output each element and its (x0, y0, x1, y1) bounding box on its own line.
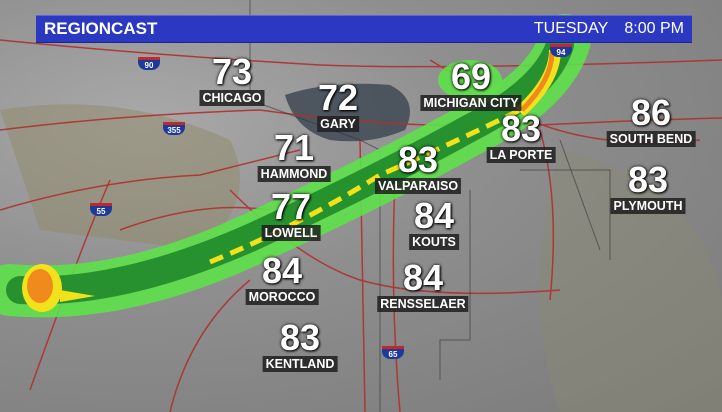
city-name: SOUTH BEND (606, 131, 696, 147)
city-name: GARY (317, 116, 359, 132)
city-kentland: 83 KENTLAND (262, 317, 338, 373)
city-south-bend: 86 SOUTH BEND (606, 92, 696, 148)
city-name: HAMMOND (257, 166, 331, 182)
header-day: TUESDAY (533, 20, 608, 37)
city-name: RENSSELAER (377, 296, 469, 312)
city-gary: 72 GARY (317, 77, 359, 133)
terrain-patch (540, 150, 722, 412)
city-kouts: 84 KOUTS (409, 195, 459, 251)
temperature: 83 (279, 317, 321, 358)
city-michigan-city: 69 MICHIGAN CITY (420, 56, 522, 112)
city-name: MOROCCO (245, 289, 319, 305)
temperature: 83 (500, 108, 542, 149)
temperature: 69 (450, 56, 492, 97)
city-name: LOWELL (261, 225, 321, 241)
temperature: 86 (630, 92, 672, 133)
temperature: 72 (317, 77, 359, 118)
city-name: KOUTS (409, 234, 459, 250)
city-morocco: 84 MOROCCO (245, 250, 319, 306)
temperature: 83 (627, 159, 669, 200)
temperature: 73 (211, 51, 253, 92)
temperature: 83 (397, 139, 439, 180)
header-datetime: TUESDAY 8:00 PM (522, 20, 684, 38)
lake-michigan (285, 83, 410, 142)
city-name: MICHIGAN CITY (420, 95, 522, 111)
temperature: 71 (273, 127, 315, 168)
city-la-porte: 83 LA PORTE (486, 108, 556, 164)
highway-shield-55: 55 (90, 203, 112, 216)
city-name: KENTLAND (262, 356, 338, 372)
city-name: LA PORTE (486, 147, 556, 163)
city-name: VALPARAISO (374, 178, 462, 194)
highway-shield-355: 355 (163, 122, 185, 135)
city-name: CHICAGO (199, 90, 265, 106)
city-name: PLYMOUTH (610, 198, 686, 214)
county-lines (249, 0, 611, 412)
temperature: 77 (270, 186, 312, 227)
city-lowell: 77 LOWELL (261, 186, 321, 242)
city-hammond: 71 HAMMOND (257, 127, 331, 183)
highway-shield-94: 94 (550, 44, 572, 57)
header-title: REGIONCAST (44, 19, 158, 38)
header-time: 8:00 PM (624, 20, 684, 37)
city-valparaiso: 83 VALPARAISO (374, 139, 462, 195)
temperature: 84 (413, 195, 455, 236)
city-chicago: 73 CHICAGO (199, 51, 265, 107)
temperature: 84 (402, 257, 444, 298)
highway-shield-90: 90 (138, 57, 160, 70)
city-plymouth: 83 PLYMOUTH (610, 159, 686, 215)
highway-shield-65: 65 (382, 346, 404, 359)
temperature: 84 (261, 250, 303, 291)
header-bar: REGIONCAST TUESDAY 8:00 PM (36, 15, 692, 43)
city-rensselaer: 84 RENSSELAER (377, 257, 469, 313)
